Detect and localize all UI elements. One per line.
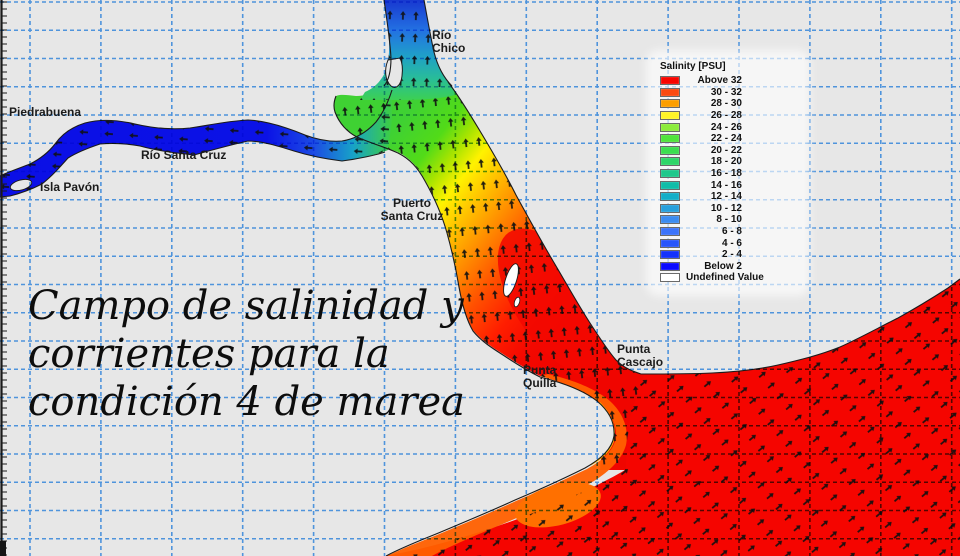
legend-swatch (660, 261, 680, 271)
label-isla-pavon: Isla Pavón (40, 180, 100, 194)
legend-row-label: 8 - 10 (716, 214, 742, 226)
legend-swatch (660, 76, 680, 86)
legend-row: 4 - 6 (660, 237, 798, 249)
label-punta-cascajo: Punta Cascajo (617, 343, 663, 368)
legend-swatch (660, 273, 680, 283)
legend-swatch (660, 87, 680, 97)
isla-pavon-island (9, 178, 33, 192)
current-arrows-chico (360, 0, 455, 100)
legend-swatch (660, 157, 680, 167)
map-caption: Campo de salinidad y corrientes para la … (28, 282, 465, 426)
legend-row: 6 - 8 (660, 226, 798, 238)
legend-swatch (660, 250, 680, 260)
label-cascajo-line2: Cascajo (617, 354, 664, 369)
legend-row-label: 30 - 32 (710, 86, 742, 98)
legend-row: 26 - 28 (660, 110, 798, 122)
legend-row-label: 18 - 20 (710, 156, 742, 168)
coastal-orange-band (387, 374, 627, 556)
legend-row: Above 32 (660, 75, 798, 87)
legend-row: 22 - 24 (660, 133, 798, 145)
legend-row: 24 - 26 (660, 121, 798, 133)
legend-row-label: 10 - 12 (710, 202, 742, 214)
legend-row: 8 - 10 (660, 214, 798, 226)
legend-row: 12 - 14 (660, 191, 798, 203)
legend-row: 30 - 32 (660, 87, 798, 99)
legend-swatch (660, 215, 680, 225)
label-puerto-santa-cruz: Puerto Santa Cruz (378, 197, 446, 222)
label-puerto-line2: Santa Cruz (380, 208, 444, 223)
legend-row-label: 2 - 4 (721, 249, 742, 261)
legend-row: Below 2 (660, 261, 798, 273)
label-rio-chico: Río Chico (432, 29, 465, 54)
legend-swatch (660, 99, 680, 109)
label-punta-quilla: Punta Quilla (523, 364, 556, 389)
legend-row-label: 6 - 8 (721, 226, 742, 238)
legend-swatch (660, 238, 680, 248)
legend-swatch (660, 169, 680, 179)
legend-row-label: 12 - 14 (710, 191, 742, 203)
legend-swatch (660, 203, 680, 213)
legend-swatch (660, 227, 680, 237)
label-rio-santa-cruz: Río Santa Cruz (141, 148, 227, 162)
label-quilla-line2: Quilla (523, 375, 557, 390)
legend-swatch (660, 192, 680, 202)
label-rio-chico-line1: Río (432, 28, 452, 42)
legend-row-label: 4 - 6 (721, 237, 742, 249)
legend-swatch (660, 180, 680, 190)
salinity-legend: Salinity [PSU] Above 32 30 - 32 28 - 30 26 … (652, 56, 804, 290)
legend-row: 14 - 16 (660, 179, 798, 191)
legend-swatch (660, 111, 680, 121)
legend-row: 28 - 30 (660, 98, 798, 110)
axis-corner-block (0, 541, 6, 556)
label-piedrabuena: Piedrabuena (9, 105, 82, 119)
current-arrows-ocean (385, 279, 960, 556)
caption-line1: Campo de salinidad y (28, 283, 464, 329)
label-puerto-line1: Puerto (392, 196, 431, 210)
legend-row-label: Above 32 (697, 75, 742, 87)
legend-rows: Above 32 30 - 32 28 - 30 26 - 28 24 - 26 22 -… (660, 75, 798, 284)
legend-row-label: 16 - 18 (710, 168, 742, 180)
legend-row: 18 - 20 (660, 156, 798, 168)
legend-row-label: 28 - 30 (710, 98, 742, 110)
legend-swatch (660, 122, 680, 132)
junction-headland (385, 57, 403, 88)
legend-row-label: 24 - 26 (710, 121, 742, 133)
label-quilla-line1: Punta (523, 363, 557, 377)
axis-ruler (0, 0, 7, 556)
legend-row-label: 14 - 16 (710, 179, 742, 191)
caption-line2: corrientes para la (28, 331, 390, 377)
legend-row: 10 - 12 (660, 203, 798, 215)
legend-row: 2 - 4 (660, 249, 798, 261)
legend-title: Salinity [PSU] (660, 61, 726, 72)
legend-row: 20 - 22 (660, 145, 798, 157)
label-rio-chico-line2: Chico (432, 40, 466, 55)
legend-row-label: 22 - 24 (710, 133, 742, 145)
legend-row-label: 26 - 28 (710, 110, 742, 122)
legend-swatch (660, 134, 680, 144)
estuary-islet (503, 263, 519, 297)
caption-line3: condición 4 de marea (28, 379, 465, 425)
label-cascajo-line1: Punta (617, 342, 651, 356)
estuary-islet-small (513, 296, 521, 308)
current-arrows-estuary (333, 81, 644, 470)
legend-swatch (660, 145, 680, 155)
legend-row-label: Undefined Value (686, 272, 764, 284)
legend-row-label: 20 - 22 (710, 144, 742, 156)
legend-row-label: Below 2 (704, 260, 742, 272)
legend-row: 16 - 18 (660, 168, 798, 180)
legend-row: Undefined Value (660, 272, 798, 284)
